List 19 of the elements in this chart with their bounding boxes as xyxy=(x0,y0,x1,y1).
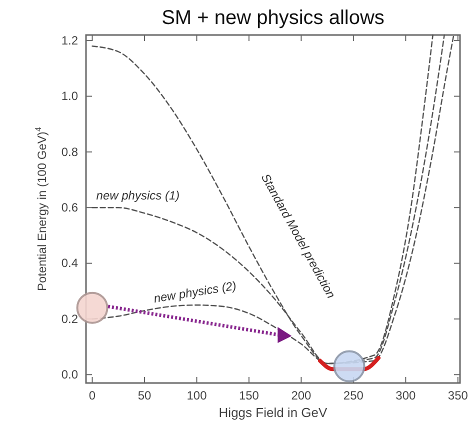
y-tick-label: 0.8 xyxy=(61,144,78,159)
x-tick-label: 0 xyxy=(88,388,96,403)
chart-title: SM + new physics allows xyxy=(162,7,384,29)
x-axis-title: Higgs Field in GeV xyxy=(218,405,328,420)
y-tick-label: 0.6 xyxy=(61,200,78,214)
y-tick-label: 0.4 xyxy=(61,256,78,270)
x-tick-label: 250 xyxy=(343,388,364,403)
y-tick-label: 0.0 xyxy=(61,367,78,382)
text: new physics (2) xyxy=(152,278,238,306)
x-tick-label: 200 xyxy=(291,388,312,403)
x-tick-label: 50 xyxy=(138,388,152,403)
series-label: new physics (1) xyxy=(96,188,180,203)
y-tick-label: 0.2 xyxy=(61,312,78,326)
x-tick-label: 300 xyxy=(396,388,416,403)
x-tick-label: 150 xyxy=(238,388,260,403)
x-tick-label: 350 xyxy=(448,388,468,403)
y-tick-label: 1.2 xyxy=(61,33,78,48)
x-tick-label: 100 xyxy=(186,388,208,403)
y-tick-label: 1.0 xyxy=(61,89,78,104)
